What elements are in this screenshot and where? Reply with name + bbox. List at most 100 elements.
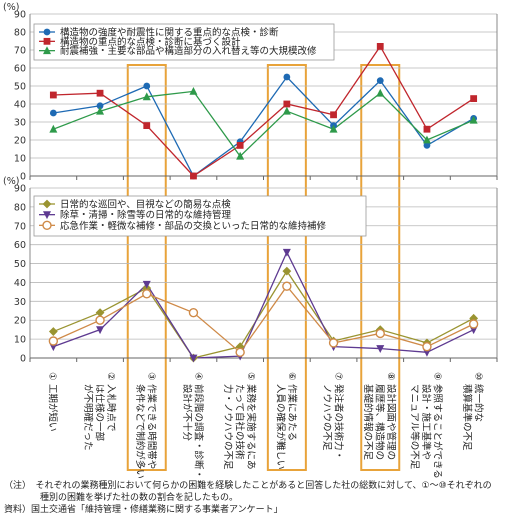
data-point: [189, 87, 198, 95]
legend-box: [33, 195, 367, 237]
y-tick-label: 90: [14, 10, 26, 21]
data-point: [375, 328, 385, 339]
data-point: [43, 37, 51, 45]
data-point: [330, 111, 337, 119]
data-point: [283, 100, 291, 108]
y-tick-label: 10: [14, 154, 26, 165]
y-tick-label: 0: [20, 172, 26, 183]
y-tick-label: 40: [14, 278, 26, 289]
data-point: [422, 341, 432, 352]
y-tick-label: 60: [14, 64, 26, 75]
data-point: [42, 199, 52, 209]
category-label-line: たって自社の技術: [233, 384, 245, 460]
category-number: ⑨: [432, 372, 443, 381]
data-point: [96, 89, 104, 97]
data-point: [470, 95, 478, 102]
category-label-line: ノウハウの不足: [321, 384, 332, 451]
data-point: [95, 308, 105, 318]
category-label-line: 参照することができる: [432, 384, 444, 479]
category-number: ⑩: [473, 372, 484, 381]
data-point: [190, 172, 197, 180]
category-number: ④: [192, 372, 203, 381]
y-tick-label: 50: [14, 259, 26, 270]
y-tick-label: 80: [14, 28, 26, 39]
legend-label: 日常的な巡回や、目視などの簡易な点検: [60, 199, 231, 211]
bottom-line-chart: (%) 0 10 20 30 40 50 60 70 80 90 日常的な巡回や、目視などの簡易な点検…: [3, 176, 498, 365]
series-line: [53, 285, 474, 354]
data-point: [236, 142, 244, 149]
series-line: [53, 75, 474, 177]
series-line: [53, 45, 475, 177]
data-point: [49, 124, 58, 133]
category-number: ⑥: [286, 372, 297, 381]
y-tick-label: 0: [20, 354, 26, 365]
y-tick-label: 30: [14, 297, 26, 308]
y-tick-label: 60: [14, 240, 26, 251]
legend-label: 耐震補強・主要な部品や構造部分の入れ替え等の大規模改修: [60, 45, 317, 57]
category-label-line: 作業できる時間帯や: [146, 384, 158, 469]
data-point: [283, 73, 291, 81]
category-number: ①: [47, 372, 58, 381]
top-line-chart: (%)0102030405060708090構造物の強度や耐震性に関する重点的な…: [3, 2, 498, 471]
y-tick-label: 90: [14, 184, 26, 195]
y-tick-label: 30: [14, 118, 26, 129]
data-point: [469, 115, 478, 124]
y-axis-unit: (%): [3, 176, 19, 187]
legend-label: 構造物の強度や耐震性に関する重点的な点検・診断: [60, 27, 279, 39]
category-label-line: 入札時点で: [105, 384, 117, 432]
category-label-line: 条件などで制約が多い: [134, 384, 146, 479]
category-label-line: 人員の確保が難しい: [274, 384, 286, 470]
data-point: [43, 28, 51, 36]
category-label-line: マニュアル等の不足: [409, 384, 421, 470]
data-point: [282, 281, 292, 291]
category-label-line: 設計図面や管理の: [385, 384, 397, 460]
highlight-box: [126, 64, 167, 471]
data-point: [49, 91, 57, 99]
category-number: ⑦: [333, 372, 344, 381]
data-point: [376, 43, 384, 50]
highlight-box: [266, 64, 307, 471]
data-point: [376, 77, 384, 84]
category-label-line: 前段階の調査・診断・: [192, 384, 204, 479]
data-point: [423, 142, 431, 149]
category-label-line: 工期が短い: [47, 384, 59, 432]
data-point: [282, 106, 291, 115]
category-label-line: は仕様の一部: [93, 384, 105, 441]
category-number: ③: [146, 372, 157, 381]
data-point: [189, 354, 198, 363]
source-note: 資料）国土交通省「維持管理・修繕業務に関する事業者アンケート」: [4, 505, 283, 515]
y-axis-unit: (%): [3, 2, 19, 13]
data-point: [423, 125, 431, 133]
data-point: [43, 46, 51, 55]
data-point: [282, 248, 291, 257]
category-number: ⑧: [385, 372, 396, 381]
category-label-line: 作業にあたる: [286, 384, 298, 441]
data-point: [282, 266, 292, 276]
data-point: [329, 124, 338, 133]
y-tick-label: 70: [14, 46, 26, 57]
data-point: [43, 211, 51, 220]
category-number: ⑤: [245, 372, 256, 381]
data-point: [142, 289, 152, 299]
category-label-line: 統一的な: [473, 384, 485, 422]
category-label-line: 基礎的情報の不足: [362, 384, 374, 461]
category-label-line: 設計が不十分: [181, 384, 193, 442]
data-point: [143, 122, 151, 129]
legend-label: 構造物の重点的な点検・診断に基づく設計: [60, 36, 241, 48]
data-point: [328, 338, 339, 348]
data-point: [96, 102, 104, 110]
y-tick-label: 20: [14, 136, 26, 147]
data-point: [49, 109, 57, 117]
data-point: [95, 315, 105, 325]
y-tick-label: 70: [14, 221, 26, 232]
series-line: [53, 90, 474, 158]
footnote-line-1: （注） それぞれの業務種別において何らかの困難を経験したことがあると回答した社の…: [4, 481, 492, 491]
category-label-line: 履歴等、構造物の: [373, 384, 385, 460]
data-point: [235, 347, 245, 358]
footnote-line-2: 種別の困難を挙げた社の数の割合を記したもの。: [4, 493, 239, 503]
category-label-line: 力・ノウハウの不足: [222, 384, 234, 470]
y-tick-label: 20: [14, 316, 26, 327]
y-tick-label: 10: [14, 335, 26, 346]
